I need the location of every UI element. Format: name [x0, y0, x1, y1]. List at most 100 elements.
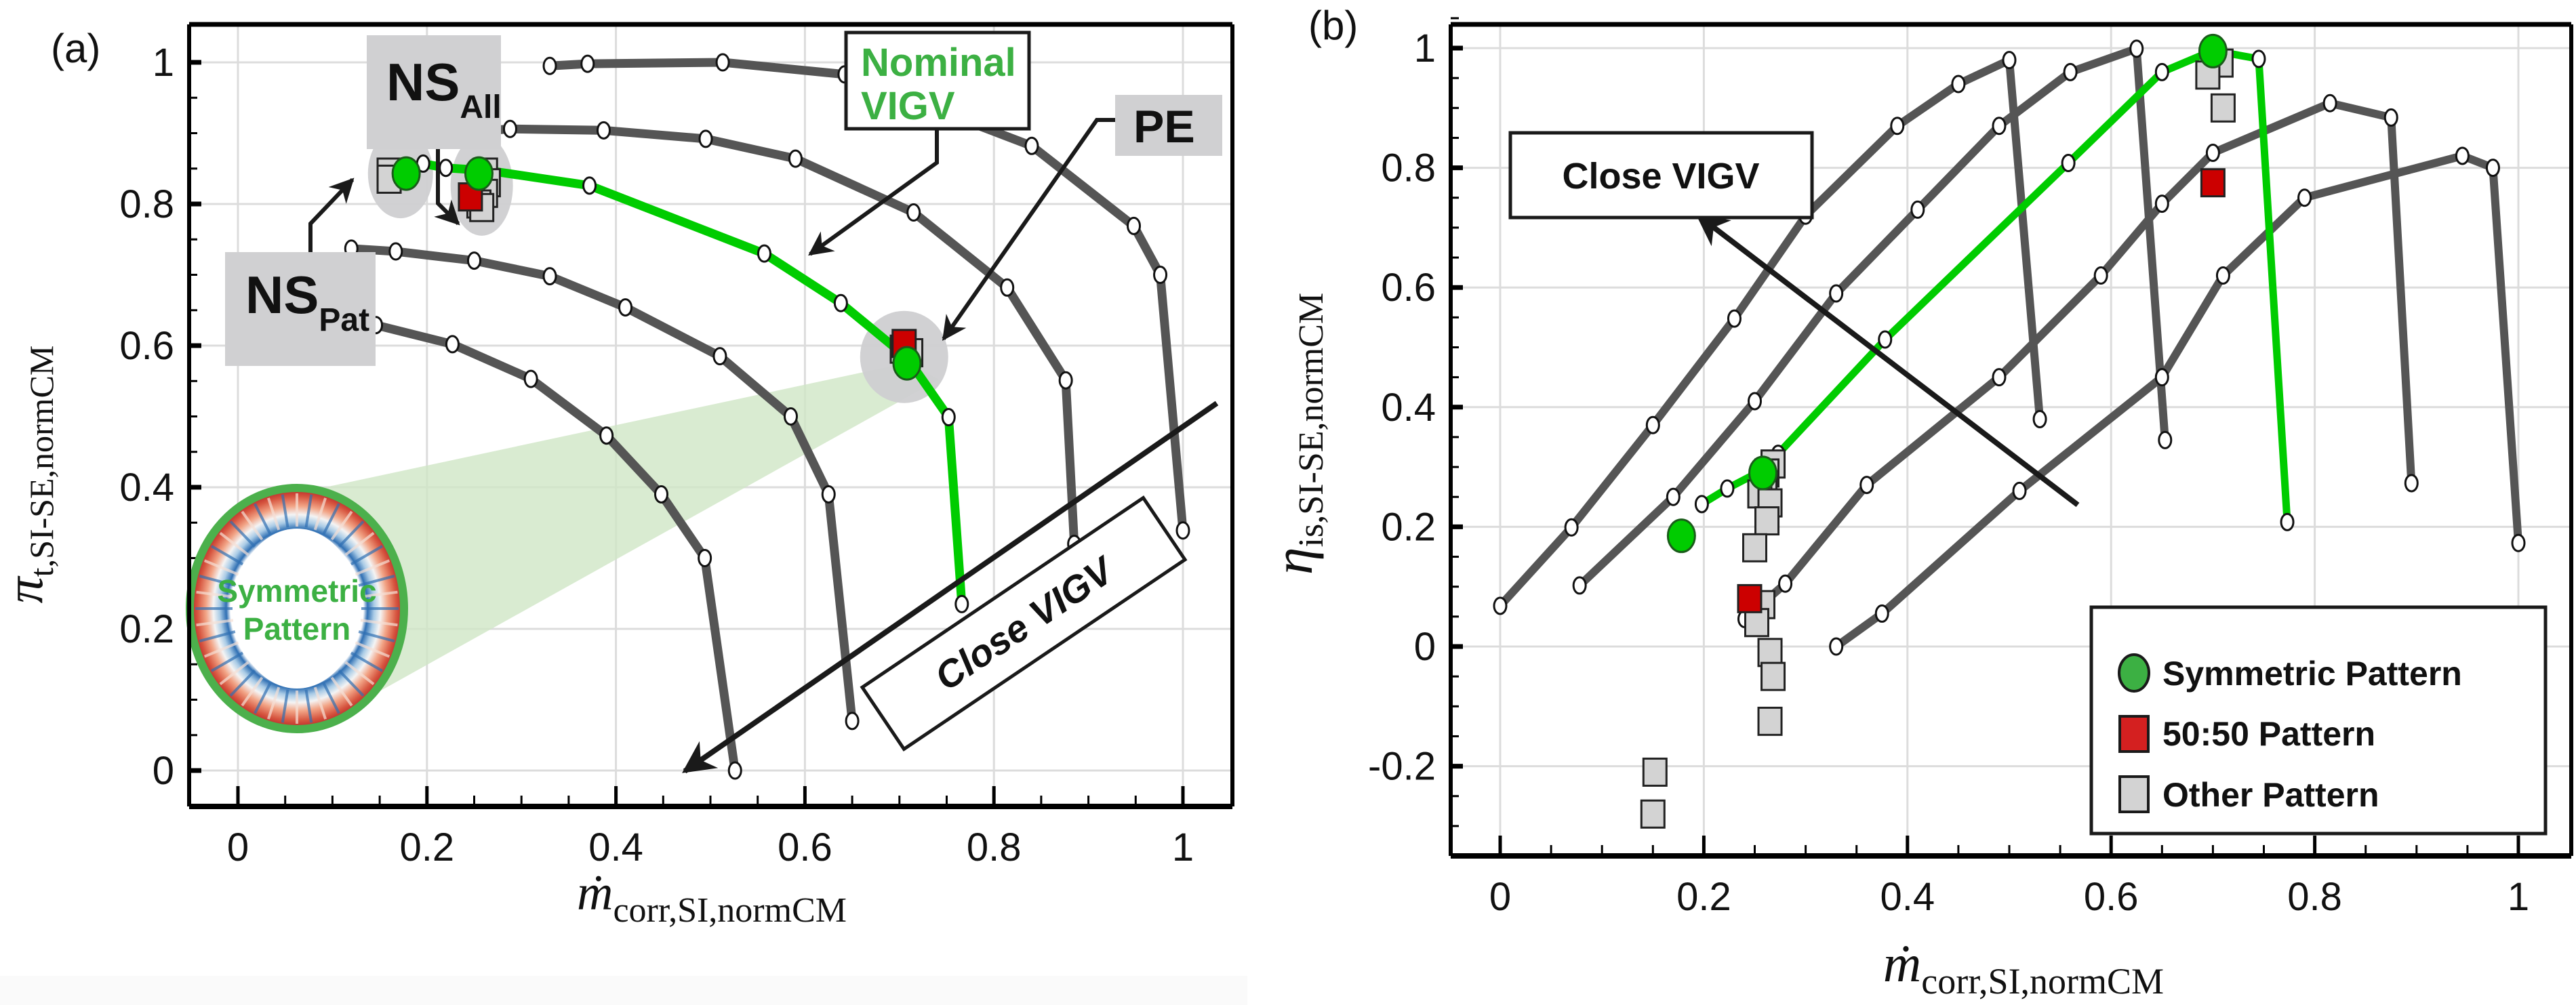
svg-text:πt,SI-SE,normCM: πt,SI-SE,normCM: [0, 346, 60, 604]
panel-a-ticks: 0 0.2 0.4 0.6 0.8 1 0 0.2 0.4 0.6 0.8 1: [119, 41, 1194, 869]
inset-spoke: [201, 558, 239, 576]
y-tick-label: 0: [153, 749, 174, 793]
y-tick-label: 1: [153, 41, 174, 85]
panel-b-label: (b): [1308, 3, 1358, 48]
operating-point: [2404, 474, 2419, 493]
inset-spoke: [227, 518, 256, 548]
operating-point: [596, 121, 611, 140]
panel-a-frame: [187, 22, 1234, 809]
operating-point: [1859, 476, 1874, 495]
bottom-band: [0, 976, 1247, 1005]
operating-point: [727, 761, 742, 780]
x-tick-label: 0.4: [588, 825, 643, 869]
operating-point: [821, 485, 836, 504]
y-tick-label: -0.2: [1368, 745, 1436, 789]
operating-point: [2511, 533, 2526, 552]
operating-point: [2251, 49, 2266, 68]
x-tick-label: 0: [1489, 875, 1511, 919]
other-pattern-marker: [1744, 608, 1770, 638]
operating-point: [2280, 512, 2295, 531]
close-vigv-box-b: [1508, 131, 1814, 220]
nominal-vigv-line2: VIGV: [861, 84, 955, 128]
inset-spoke: [195, 573, 236, 587]
inset-spoke: [239, 676, 264, 710]
operating-point: [1000, 278, 1015, 297]
nominal-vigv-line1: Nominal: [861, 41, 1016, 85]
inset-spoke: [266, 686, 281, 723]
operating-point: [2012, 481, 2027, 500]
operating-point: [1727, 309, 1742, 328]
x-tick-label: 0.8: [967, 825, 1022, 869]
y-tick-label: 0.4: [119, 466, 174, 510]
inset-projection-cone: [297, 363, 939, 691]
y-tick-label: 1: [1414, 26, 1436, 70]
inset-hub: [235, 529, 359, 689]
panel-a-markers: [376, 156, 924, 381]
close-vigv-annotation-b: Close VIGV: [1508, 131, 1814, 220]
x-tick-label: 0.2: [1676, 875, 1731, 919]
other-pattern-marker: [1642, 757, 1668, 787]
operating-point: [1645, 415, 1660, 434]
other-pattern-marker: [1754, 506, 1780, 536]
operating-point: [467, 251, 481, 270]
inset-spoke: [350, 543, 386, 566]
inset-spoke: [195, 590, 234, 598]
operating-point: [1058, 371, 1073, 390]
inset-spoke: [355, 558, 393, 576]
operating-point: [2455, 146, 2470, 165]
panel-b-frame: [1449, 22, 2573, 859]
inset-spoke: [360, 590, 399, 598]
inset-spoke: [338, 670, 367, 699]
inset-spoke: [195, 630, 236, 644]
operating-point: [1874, 604, 1889, 623]
inset-spoke: [304, 493, 314, 528]
x-tick-label: 1: [1172, 825, 1194, 869]
other-pattern-marker: [1742, 533, 1767, 562]
legend-label-fifty: 50:50 Pattern: [2162, 715, 2375, 753]
close-vigv-arrow-b: [1695, 213, 2080, 508]
operating-point: [1153, 266, 1168, 284]
inset-spoke: [313, 686, 328, 723]
inset-spoke: [201, 641, 239, 659]
operating-point: [698, 129, 713, 148]
operating-point: [698, 549, 712, 567]
inset-spoke: [207, 543, 244, 566]
operating-point: [2093, 266, 2108, 285]
operating-point: [654, 485, 669, 504]
svg-text:ṁcorr,SI,normCM: ṁcorr,SI,normCM: [577, 865, 847, 930]
inset-spoke: [216, 529, 249, 556]
inset-spoke: [227, 670, 256, 699]
operating-point: [2154, 368, 2169, 387]
ns-pat-annotation: NSPat: [225, 178, 376, 366]
legend-item-symmetric: Symmetric Pattern: [2118, 653, 2462, 693]
speedline: [323, 298, 740, 775]
operating-point: [2215, 266, 2230, 285]
other-pattern-marker: [1760, 661, 1786, 691]
close-vigv-box-a: [860, 495, 1188, 752]
y-tick-label: 0.8: [1381, 146, 1436, 190]
symmetric-pattern-marker: [391, 156, 421, 191]
nominal-vigv-arrow: [808, 129, 939, 256]
nominal-vigv-annotation: Nominal VIGV: [808, 30, 1031, 256]
operating-point: [715, 53, 730, 72]
y-tick-label: 0.6: [1381, 266, 1436, 310]
legend-label-other: Other Pattern: [2162, 776, 2379, 814]
operating-point: [618, 298, 633, 317]
operating-point: [1910, 200, 1925, 219]
operating-point: [542, 267, 557, 286]
operating-point: [906, 203, 921, 222]
operating-point: [502, 119, 517, 138]
ns-all-annotation: NSAll: [367, 35, 502, 226]
y-tick-label: 0.8: [119, 182, 174, 226]
legend-label-symmetric: Symmetric Pattern: [2162, 655, 2462, 693]
operating-point: [2383, 108, 2398, 127]
operating-point: [2322, 94, 2337, 112]
inset-spoke: [280, 493, 289, 528]
pe-label: PE: [1133, 101, 1195, 152]
operating-point: [954, 594, 969, 613]
other-pattern-marker: [1757, 706, 1783, 736]
legend-red-square-icon: [2118, 715, 2150, 753]
close-vigv-label-b: Close VIGV: [1562, 156, 1759, 197]
other-pattern-marker: [2210, 93, 2236, 123]
